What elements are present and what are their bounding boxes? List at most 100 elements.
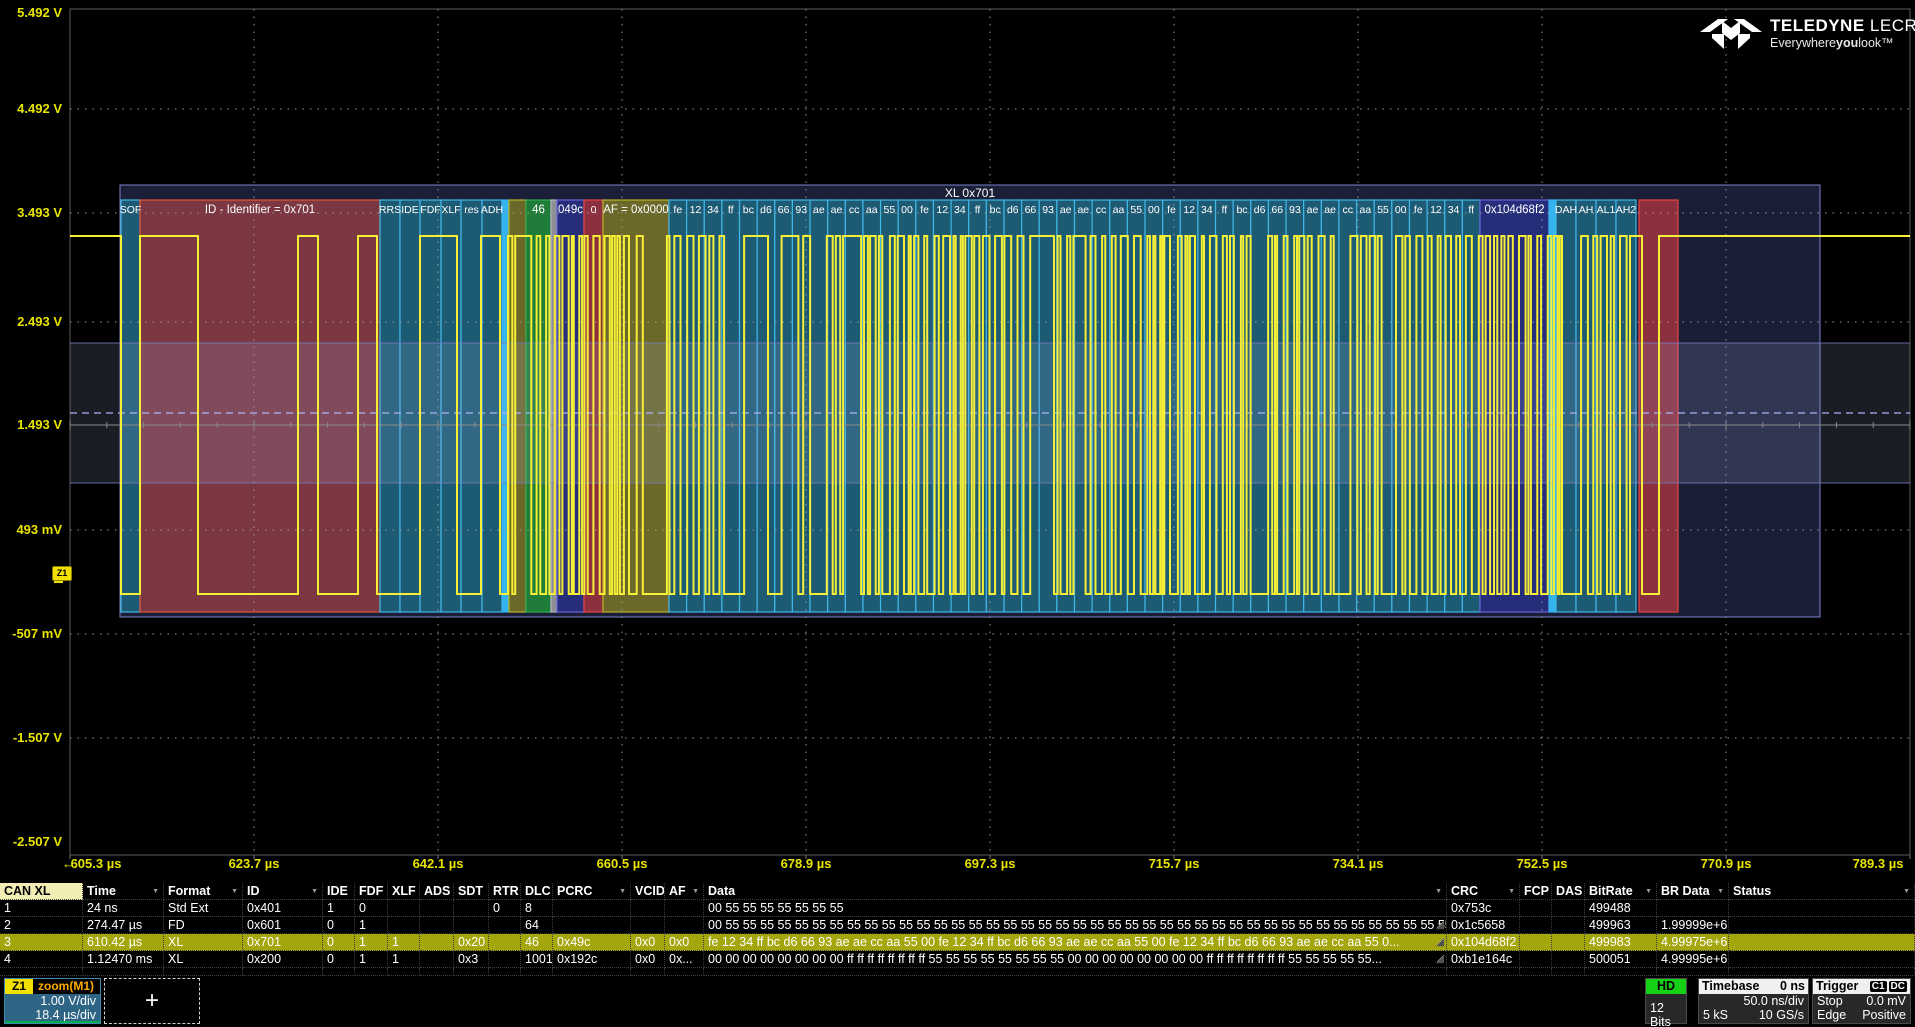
table-cell[interactable]: 1001 <box>521 951 553 968</box>
table-corner-protocol[interactable]: CAN XL <box>0 883 83 900</box>
table-cell[interactable]: 499963 <box>1585 917 1657 934</box>
table-cell[interactable]: 00 00 00 00 00 00 00 00 ff ff ff ff ff f… <box>704 951 1447 968</box>
z1-trace-descriptor[interactable]: Z1 zoom(M1) 1.00 V/div 18.4 µs/div <box>4 978 101 1024</box>
table-cell[interactable] <box>1729 951 1915 968</box>
table-cell[interactable]: 499488 <box>1585 900 1657 917</box>
column-header-fdf[interactable]: FDF▼ <box>355 883 388 900</box>
table-cell[interactable]: 0x... <box>665 951 704 968</box>
table-cell[interactable]: 4.99975e+6 <box>1657 934 1729 951</box>
column-header-format[interactable]: Format▼ <box>164 883 243 900</box>
decode-table-row[interactable]: 3610.42 µsXL0x7010110x20460x49c0x00x0fe … <box>0 934 1915 951</box>
table-cell[interactable] <box>420 917 454 934</box>
table-cell[interactable]: 1 <box>355 917 388 934</box>
row-number[interactable]: 2 <box>0 917 83 934</box>
table-cell[interactable]: fe 12 34 ff bc d6 66 93 ae ae cc aa 55 0… <box>704 934 1447 951</box>
table-cell[interactable]: 610.42 µs <box>83 934 164 951</box>
table-cell[interactable]: 64 <box>521 917 553 934</box>
column-header-br-data[interactable]: BR Data▼ <box>1657 883 1729 900</box>
table-cell[interactable] <box>388 900 420 917</box>
table-cell[interactable] <box>631 917 665 934</box>
table-cell[interactable] <box>665 917 704 934</box>
table-cell[interactable]: 1 <box>388 934 420 951</box>
table-cell[interactable] <box>454 917 489 934</box>
table-cell[interactable]: 00 55 55 55 55 55 55 55 55 55 55 55 55 5… <box>704 917 1447 934</box>
table-cell[interactable]: 1.99999e+6 <box>1657 917 1729 934</box>
table-cell[interactable] <box>1552 917 1585 934</box>
table-cell[interactable]: 0x753c <box>1447 900 1520 917</box>
table-cell[interactable]: 0 <box>323 934 355 951</box>
table-cell[interactable]: 499983 <box>1585 934 1657 951</box>
column-header-xlf[interactable]: XLF▼ <box>388 883 420 900</box>
sort-arrow-icon[interactable]: ▼ <box>311 883 318 900</box>
add-trace-button[interactable]: + <box>104 978 200 1024</box>
column-header-af[interactable]: AF▼ <box>665 883 704 900</box>
column-header-vcid[interactable]: VCID▼ <box>631 883 665 900</box>
table-cell[interactable]: 0x0 <box>665 934 704 951</box>
hd-mode-box[interactable]: HD 12 Bits <box>1645 978 1687 1024</box>
table-cell[interactable]: 24 ns <box>83 900 164 917</box>
column-header-dlc[interactable]: DLC▼ <box>521 883 553 900</box>
column-header-crc[interactable]: CRC▼ <box>1447 883 1520 900</box>
table-cell[interactable]: 1 <box>323 900 355 917</box>
sort-arrow-icon[interactable]: ▼ <box>692 883 699 900</box>
table-cell[interactable]: 1 <box>355 951 388 968</box>
column-header-status[interactable]: Status▼ <box>1729 883 1915 900</box>
sort-arrow-icon[interactable]: ▼ <box>1435 883 1442 900</box>
table-cell[interactable] <box>1520 934 1552 951</box>
table-cell[interactable]: 0 <box>355 900 388 917</box>
decode-table-row[interactable]: 41.12470 msXL0x2000110x310010x192c0x00x.… <box>0 951 1915 968</box>
table-cell[interactable] <box>420 934 454 951</box>
table-cell[interactable] <box>420 951 454 968</box>
row-number[interactable]: 4 <box>0 951 83 968</box>
table-cell[interactable]: 0 <box>323 951 355 968</box>
table-cell[interactable] <box>489 934 521 951</box>
table-cell[interactable]: 0x192c <box>553 951 631 968</box>
row-number[interactable]: 3 <box>0 934 83 951</box>
column-header-ads[interactable]: ADS▼ <box>420 883 454 900</box>
table-cell[interactable] <box>1552 951 1585 968</box>
table-cell[interactable]: 0x200 <box>243 951 323 968</box>
table-cell[interactable]: 1 <box>388 951 420 968</box>
column-header-bitrate[interactable]: BitRate▼ <box>1585 883 1657 900</box>
table-cell[interactable]: 0x3 <box>454 951 489 968</box>
sort-arrow-icon[interactable]: ▼ <box>1717 883 1724 900</box>
table-cell[interactable]: 0x1c5658 <box>1447 917 1520 934</box>
table-cell[interactable]: XL <box>164 951 243 968</box>
table-cell[interactable] <box>631 900 665 917</box>
table-cell[interactable]: XL <box>164 934 243 951</box>
table-cell[interactable] <box>1520 917 1552 934</box>
sort-arrow-icon[interactable]: ▼ <box>1903 883 1910 900</box>
table-cell[interactable] <box>1729 917 1915 934</box>
sort-arrow-icon[interactable]: ▼ <box>231 883 238 900</box>
table-cell[interactable]: Std Ext <box>164 900 243 917</box>
sort-arrow-icon[interactable]: ▼ <box>1508 883 1515 900</box>
row-number[interactable]: 1 <box>0 900 83 917</box>
table-cell[interactable] <box>1729 900 1915 917</box>
table-cell[interactable] <box>1520 900 1552 917</box>
table-cell[interactable] <box>388 917 420 934</box>
decode-table-row[interactable]: 124 nsStd Ext0x401100800 55 55 55 55 55 … <box>0 900 1915 917</box>
trigger-box[interactable]: Trigger C1 DC Stop 0.0 mV Edge Positive <box>1812 978 1911 1024</box>
column-header-das[interactable]: DAS▼ <box>1552 883 1585 900</box>
expand-data-icon[interactable]: ◢ <box>1436 920 1444 931</box>
table-cell[interactable]: 0x0 <box>631 951 665 968</box>
table-cell[interactable] <box>489 951 521 968</box>
table-cell[interactable]: 46 <box>521 934 553 951</box>
table-cell[interactable]: 0x401 <box>243 900 323 917</box>
table-cell[interactable]: 1 <box>355 934 388 951</box>
table-cell[interactable] <box>665 900 704 917</box>
table-cell[interactable]: 0x49c <box>553 934 631 951</box>
table-cell[interactable]: 500051 <box>1585 951 1657 968</box>
table-cell[interactable]: 0x20 <box>454 934 489 951</box>
table-cell[interactable]: 0x0 <box>631 934 665 951</box>
table-cell[interactable]: 0x701 <box>243 934 323 951</box>
table-cell[interactable]: 0 <box>489 900 521 917</box>
table-cell[interactable]: 1.12470 ms <box>83 951 164 968</box>
table-cell[interactable]: 4.99995e+6 <box>1657 951 1729 968</box>
column-header-rtr[interactable]: RTR▼ <box>489 883 521 900</box>
table-cell[interactable]: 0 <box>323 917 355 934</box>
table-cell[interactable] <box>1552 934 1585 951</box>
table-cell[interactable]: 0x104d68f2 <box>1447 934 1520 951</box>
table-cell[interactable] <box>553 900 631 917</box>
table-cell[interactable]: 0x601 <box>243 917 323 934</box>
